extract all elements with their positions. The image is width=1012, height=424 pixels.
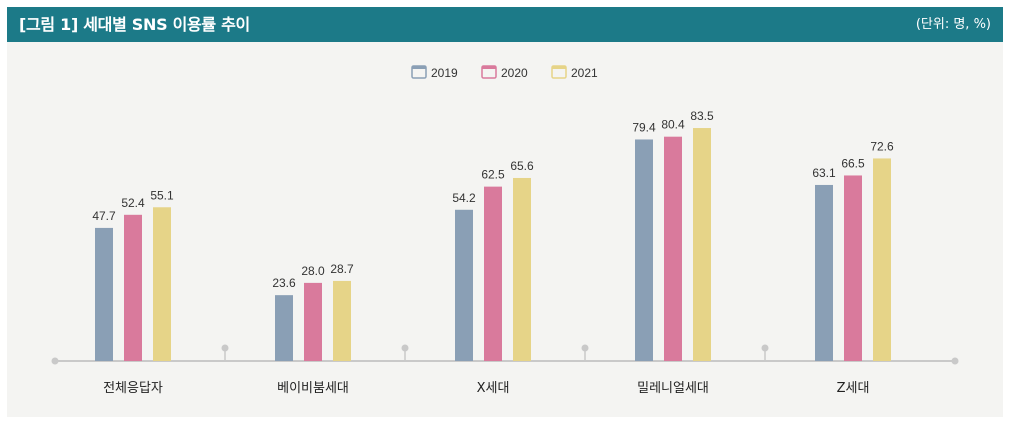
legend-calendar-icon-top bbox=[482, 66, 496, 69]
unit-label: (단위: 명, %) bbox=[915, 17, 991, 32]
data-label: 79.4 bbox=[632, 120, 656, 134]
data-label: 72.6 bbox=[870, 139, 894, 153]
category-label: 밀레니얼세대 bbox=[637, 381, 709, 396]
legend-calendar-icon-top bbox=[412, 66, 426, 69]
bar-2020 bbox=[304, 282, 322, 361]
bar-2021 bbox=[873, 158, 891, 361]
data-label: 28.0 bbox=[301, 264, 325, 278]
data-label: 65.6 bbox=[510, 159, 534, 173]
group-separator-dot bbox=[401, 344, 409, 352]
data-label: 62.5 bbox=[481, 168, 505, 182]
bar-2019 bbox=[275, 295, 293, 361]
axis-end-dot bbox=[951, 357, 959, 365]
data-label: 54.2 bbox=[452, 191, 476, 205]
axis-end-dot bbox=[51, 357, 59, 365]
bar-2019 bbox=[815, 184, 833, 361]
data-label: 28.7 bbox=[330, 262, 354, 276]
data-label: 80.4 bbox=[661, 118, 685, 132]
data-label: 52.4 bbox=[121, 196, 145, 210]
bar-2021 bbox=[513, 177, 531, 361]
bar-2019 bbox=[635, 139, 653, 361]
data-label: 66.5 bbox=[841, 156, 865, 170]
group-separator-dot bbox=[581, 344, 589, 352]
legend-label: 2019 bbox=[431, 66, 458, 80]
bar-2020 bbox=[124, 214, 142, 361]
group-separator-dot bbox=[761, 344, 769, 352]
bar-2020 bbox=[844, 175, 862, 361]
data-label: 55.1 bbox=[150, 188, 174, 202]
chart-header: [그림 1] 세대별 SNS 이용률 추이 (단위: 명, %) bbox=[7, 7, 1003, 42]
bar-2020 bbox=[664, 136, 682, 361]
data-label: 23.6 bbox=[272, 276, 296, 290]
data-label: 83.5 bbox=[690, 109, 714, 123]
bar-2021 bbox=[693, 128, 711, 361]
bar-2020 bbox=[484, 186, 502, 361]
bar-2021 bbox=[153, 207, 171, 361]
legend-calendar-icon-top bbox=[552, 66, 566, 69]
bar-2019 bbox=[95, 227, 113, 361]
category-label: 베이비붐세대 bbox=[277, 381, 349, 396]
chart-title: [그림 1] 세대별 SNS 이용률 추이 bbox=[19, 15, 250, 34]
legend-label: 2021 bbox=[571, 66, 598, 80]
category-label: 전체응답자 bbox=[103, 381, 163, 396]
chart-panel bbox=[7, 7, 1003, 417]
data-label: 47.7 bbox=[92, 209, 116, 223]
category-label: Z세대 bbox=[837, 381, 870, 396]
legend-label: 2020 bbox=[501, 66, 528, 80]
group-separator-dot bbox=[221, 344, 229, 352]
bar-2021 bbox=[333, 280, 351, 361]
category-label: X세대 bbox=[477, 381, 510, 396]
data-label: 63.1 bbox=[812, 166, 836, 180]
bar-2019 bbox=[455, 209, 473, 361]
